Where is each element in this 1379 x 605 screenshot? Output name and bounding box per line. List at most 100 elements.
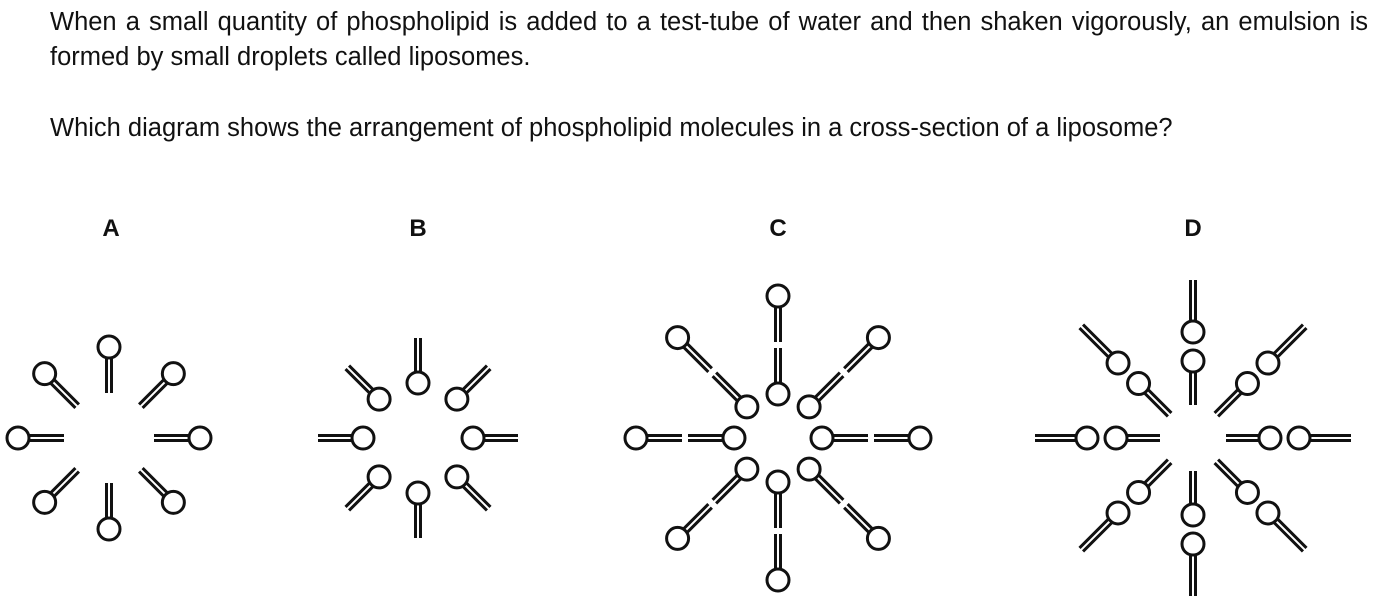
- phospholipid-head: [444, 464, 470, 490]
- phospholipid-head: [1234, 479, 1260, 505]
- phospholipid-head: [1180, 531, 1206, 557]
- phospholipid-tail: [1127, 434, 1160, 442]
- phospholipid-tail: [711, 474, 742, 505]
- phospholipid-tail: [843, 503, 874, 534]
- phospholipid-tail: [774, 307, 782, 342]
- phospholipid-tail: [814, 371, 845, 402]
- phospholipid-tail: [1226, 434, 1259, 442]
- phospholipid-head: [1255, 500, 1281, 526]
- phospholipid-head: [809, 425, 835, 451]
- phospholipid-tail: [1189, 280, 1197, 321]
- phospholipid-head: [865, 325, 891, 351]
- phospholipid-head: [665, 325, 691, 351]
- phospholipid-tail: [711, 371, 742, 402]
- phospholipid-tail: [1143, 458, 1173, 488]
- option-label-b: B: [409, 215, 427, 242]
- phospholipid-head: [623, 425, 649, 451]
- phospholipid-head: [865, 525, 891, 551]
- phospholipid-head: [187, 425, 213, 451]
- phospholipid-head: [721, 425, 747, 451]
- phospholipid-head: [1257, 425, 1283, 451]
- phospholipid-tail: [774, 348, 782, 383]
- phospholipid-head: [1126, 371, 1152, 397]
- phospholipid-head: [1105, 350, 1131, 376]
- phospholipid-tail: [49, 378, 81, 410]
- phospholipid-head: [796, 456, 822, 482]
- phospholipid-head: [734, 394, 760, 420]
- phospholipid-head: [96, 334, 122, 360]
- phospholipid-tail: [833, 434, 868, 442]
- phospholipid-head: [1105, 500, 1131, 526]
- phospholipid-head: [96, 516, 122, 542]
- phospholipid-head: [1180, 502, 1206, 528]
- phospholipid-tail: [137, 466, 169, 498]
- phospholipid-head: [366, 464, 392, 490]
- phospholipid-tail: [1272, 517, 1308, 553]
- question-paragraph-2: Which diagram shows the arrangement of p…: [50, 114, 1173, 142]
- phospholipid-tail: [49, 466, 81, 498]
- option-label-a: A: [102, 215, 120, 242]
- phospholipid-head: [444, 386, 470, 412]
- phospholipid-tail: [1078, 323, 1114, 359]
- phospholipid-tail: [105, 358, 113, 393]
- phospholipid-tail: [1213, 388, 1243, 418]
- phospholipid-tail: [344, 364, 375, 395]
- phospholipid-head: [160, 361, 186, 387]
- diagram-a: [5, 334, 213, 542]
- phospholipid-head: [1180, 348, 1206, 374]
- phospholipid-tail: [1143, 388, 1173, 418]
- diagram-b: [318, 338, 518, 538]
- phospholipid-tail: [344, 481, 375, 512]
- diagram-c: [623, 283, 933, 593]
- phospholipid-head: [1255, 350, 1281, 376]
- phospholipid-head: [1103, 425, 1129, 451]
- phospholipid-tail: [682, 342, 713, 373]
- phospholipid-head: [796, 394, 822, 420]
- phospholipid-tail: [843, 342, 874, 373]
- phospholipid-head: [32, 489, 58, 515]
- phospholipid-tail: [105, 483, 113, 518]
- phospholipid-head: [5, 425, 31, 451]
- phospholipid-head: [1074, 425, 1100, 451]
- phospholipid-tail: [1272, 323, 1308, 359]
- phospholipid-tail: [1189, 471, 1197, 504]
- phospholipid-tail: [1035, 434, 1076, 442]
- phospholipid-tail: [1310, 434, 1351, 442]
- phospholipid-head: [765, 283, 791, 309]
- phospholipid-tail: [1189, 555, 1197, 596]
- phospholipid-tail: [484, 434, 518, 442]
- phospholipid-head: [734, 456, 760, 482]
- phospholipid-tail: [1189, 372, 1197, 405]
- diagram-d: [1035, 280, 1351, 596]
- phospholipid-head: [366, 386, 392, 412]
- phospholipid-head: [907, 425, 933, 451]
- phospholipid-tail: [318, 434, 352, 442]
- question-paragraph-1: When a small quantity of phospholipid is…: [50, 8, 1368, 71]
- phospholipid-tail: [682, 503, 713, 534]
- phospholipid-tail: [688, 434, 723, 442]
- phospholipid-head: [1234, 371, 1260, 397]
- phospholipid-head: [32, 361, 58, 387]
- phospholipid-head: [765, 469, 791, 495]
- phospholipid-tail: [414, 504, 422, 538]
- phospholipid-head: [1180, 319, 1206, 345]
- phospholipid-tail: [137, 378, 169, 410]
- phospholipid-tail: [774, 534, 782, 569]
- phospholipid-tail: [1213, 458, 1243, 488]
- option-label-d: D: [1184, 215, 1202, 242]
- phospholipid-tail: [461, 364, 492, 395]
- phospholipid-head: [405, 480, 431, 506]
- phospholipid-head: [1126, 479, 1152, 505]
- phospholipid-head: [405, 370, 431, 396]
- phospholipid-head: [765, 567, 791, 593]
- phospholipid-tail: [814, 474, 845, 505]
- phospholipid-head: [350, 425, 376, 451]
- option-label-c: C: [769, 215, 787, 242]
- phospholipid-tail: [414, 338, 422, 372]
- phospholipid-tail: [774, 493, 782, 528]
- phospholipid-tail: [1078, 517, 1114, 553]
- phospholipid-head: [160, 489, 186, 515]
- phospholipid-head: [665, 525, 691, 551]
- phospholipid-tail: [154, 434, 189, 442]
